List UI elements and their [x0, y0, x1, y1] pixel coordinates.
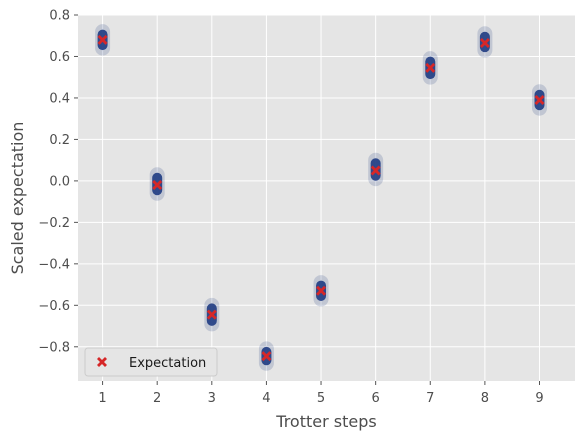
x-tick-label: 6	[372, 391, 380, 406]
x-tick-label: 1	[98, 391, 106, 406]
x-tick-label: 2	[153, 391, 161, 406]
y-tick-label: −0.8	[38, 340, 70, 355]
x-tick-label: 8	[481, 391, 489, 406]
y-tick-label: 0.0	[49, 174, 70, 189]
y-tick-label: −0.2	[38, 216, 70, 231]
legend: Expectation	[85, 348, 217, 376]
x-tick-label: 9	[535, 391, 543, 406]
y-axis-label: Scaled expectation	[8, 122, 27, 275]
x-tick-label: 5	[317, 391, 325, 406]
legend-expectation-label: Expectation	[129, 356, 206, 371]
y-tick-label: 0.6	[49, 50, 70, 65]
y-tick-label: −0.4	[38, 257, 70, 272]
x-tick-label: 7	[426, 391, 434, 406]
x-tick-label: 4	[262, 391, 270, 406]
x-axis-label: Trotter steps	[275, 412, 376, 431]
y-tick-label: 0.2	[49, 133, 70, 148]
y-tick-label: −0.6	[38, 299, 70, 314]
x-tick-label: 3	[208, 391, 216, 406]
y-tick-label: 0.4	[49, 91, 70, 106]
y-tick-label: 0.8	[49, 9, 70, 24]
